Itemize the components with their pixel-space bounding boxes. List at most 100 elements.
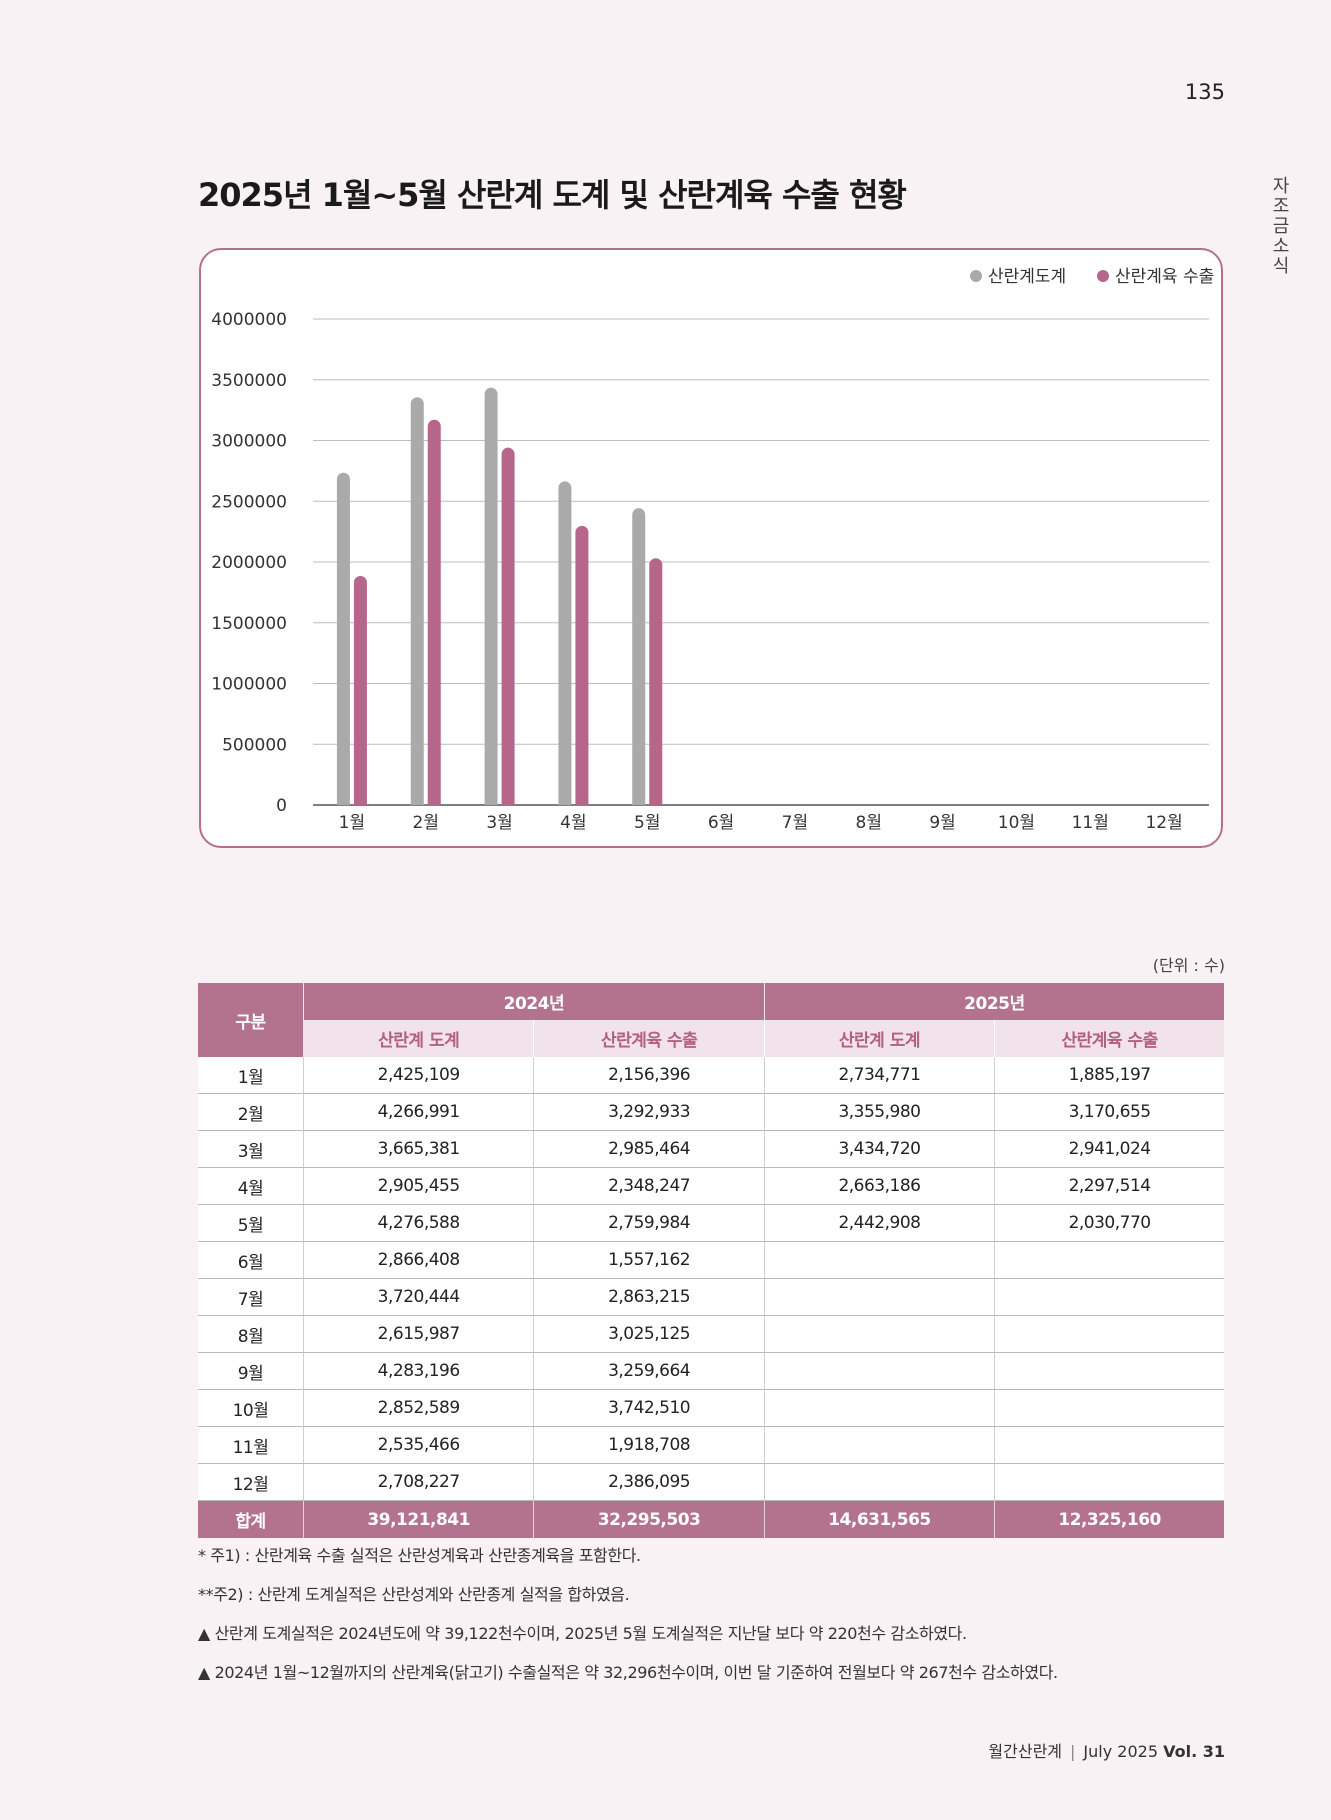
cell-v2024-export: 3,025,125 [533,1315,765,1353]
table-row: 9월 4,283,196 3,259,664 [198,1352,1224,1390]
cell-v2025-slaughter: 2,442,908 [764,1204,996,1242]
cell-month: 7월 [198,1278,304,1316]
cell-v2024-export: 3,742,510 [533,1389,765,1427]
subheader-2024-slaughter: 산란계 도계 [303,1020,535,1057]
note-1: * 주1) : 산란계육 수출 실적은 산란성계육과 산란종계육을 포함한다. [198,1546,641,1565]
bar-slaughter [632,508,646,805]
cell-v2025-export [994,1426,1224,1464]
cell-v2024-slaughter: 4,283,196 [303,1352,535,1390]
chart-container: 0 500000 1000000 1500000 2000000 2500000 30000… [199,248,1223,848]
table-row: 11월 2,535,466 1,918,708 [198,1426,1224,1464]
cell-v2024-export: 2,348,247 [533,1167,765,1205]
legend-label: 산란계도계 [988,267,1066,287]
cell-v2024-slaughter: 3,665,381 [303,1130,535,1168]
footer-magazine: 월간산란계 [988,1742,1063,1761]
cell-month: 3월 [198,1130,304,1168]
cell-v2024-slaughter: 2,425,109 [303,1057,535,1094]
header-gubun: 구분 [198,983,304,1057]
x-tick-label: 1월 [339,813,365,833]
chart-title: 2025년 1월~5월 산란계 도계 및 산란계육 수출 현황 [198,176,907,214]
subheader-2025-slaughter: 산란계 도계 [764,1020,996,1057]
bar-slaughter [484,387,498,805]
cell-month: 9월 [198,1352,304,1390]
subheader-2024-export: 산란계육 수출 [533,1020,765,1057]
total-2024-export: 32,295,503 [533,1500,765,1538]
notes: * 주1) : 산란계육 수출 실적은 산란성계육과 산란종계육을 포함한다. … [198,1545,1058,1701]
bar-export [353,575,367,805]
legend-marker [1097,270,1109,282]
cell-month: 1월 [198,1057,304,1094]
cell-v2024-export: 2,985,464 [533,1130,765,1168]
y-tick-label: 4000000 [211,310,287,330]
cell-month: 5월 [198,1204,304,1242]
bar-export [575,525,589,805]
total-label: 합계 [198,1500,304,1538]
cell-v2024-export: 1,918,708 [533,1426,765,1464]
table-row: 8월 2,615,987 3,025,125 [198,1315,1224,1353]
cell-v2024-export: 2,863,215 [533,1278,765,1316]
x-tick-label: 10월 [998,813,1035,833]
x-tick-label: 9월 [929,813,955,833]
cell-month: 8월 [198,1315,304,1353]
cell-month: 2월 [198,1093,304,1131]
table-row: 5월 4,276,588 2,759,984 2,442,908 2,030,770 [198,1204,1224,1242]
page-number: 135 [1184,80,1225,104]
cell-v2024-export: 1,557,162 [533,1241,765,1279]
cell-v2025-export: 2,030,770 [994,1204,1224,1242]
cell-v2025-export [994,1241,1224,1279]
table-row: 12월 2,708,227 2,386,095 [198,1463,1224,1501]
cell-v2024-slaughter: 2,708,227 [303,1463,535,1501]
cell-v2024-slaughter: 2,535,466 [303,1426,535,1464]
table-row: 6월 2,866,408 1,557,162 [198,1241,1224,1279]
total-2025-export: 12,325,160 [994,1500,1224,1538]
cell-v2025-slaughter [764,1278,996,1316]
table-row: 10월 2,852,589 3,742,510 [198,1389,1224,1427]
bar-slaughter [336,472,350,805]
data-table: 구분 2024년 2025년 산란계 도계 산란계육 수출 산란계 도계 산란계… [198,983,1224,1538]
cell-v2025-export: 2,297,514 [994,1167,1224,1205]
cell-month: 11월 [198,1426,304,1464]
cell-v2024-slaughter: 2,905,455 [303,1167,535,1205]
table-row: 1월 2,425,109 2,156,396 2,734,771 1,885,197 [198,1057,1224,1094]
cell-month: 4월 [198,1167,304,1205]
y-tick-label: 2500000 [211,492,287,512]
cell-v2024-slaughter: 3,720,444 [303,1278,535,1316]
cell-v2025-export: 2,941,024 [994,1130,1224,1168]
cell-v2025-export [994,1315,1224,1353]
bar-export [427,419,441,805]
section-side-label: 자조금소식 [1269,176,1290,276]
x-tick-label: 4월 [560,813,586,833]
x-tick-label: 3월 [486,813,512,833]
cell-v2025-export: 3,170,655 [994,1093,1224,1131]
footer-separator: | [1070,1742,1076,1761]
bar-slaughter [410,397,424,805]
cell-v2024-slaughter: 2,852,589 [303,1389,535,1427]
table-row: 4월 2,905,455 2,348,247 2,663,186 2,297,514 [198,1167,1224,1205]
legend-marker [970,270,982,282]
bar-export [649,558,663,805]
cell-v2025-export [994,1352,1224,1390]
table-row: 2월 4,266,991 3,292,933 3,355,980 3,170,655 [198,1093,1224,1131]
note-4: ▲ 2024년 1월~12월까지의 산란계육(닭고기) 수출실적은 약 32,2… [198,1663,1058,1682]
total-row: 합계 39,121,841 32,295,503 14,631,565 12,3… [198,1500,1224,1538]
cell-v2024-slaughter: 2,615,987 [303,1315,535,1353]
cell-v2025-slaughter: 3,355,980 [764,1093,996,1131]
y-tick-label: 2000000 [211,553,287,573]
cell-v2025-slaughter [764,1389,996,1427]
cell-v2024-export: 2,386,095 [533,1463,765,1501]
footer-volume: Vol. 31 [1163,1742,1225,1761]
note-3: ▲ 산란계 도계실적은 2024년도에 약 39,122천수이며, 2025년 … [198,1624,967,1643]
cell-v2025-slaughter [764,1241,996,1279]
table-row: 3월 3,665,381 2,985,464 3,434,720 2,941,024 [198,1130,1224,1168]
cell-month: 12월 [198,1463,304,1501]
x-tick-label: 12월 [1145,813,1182,833]
cell-v2025-slaughter: 3,434,720 [764,1130,996,1168]
total-2024-slaughter: 39,121,841 [303,1500,535,1538]
cell-v2025-slaughter: 2,734,771 [764,1057,996,1094]
cell-v2024-export: 2,759,984 [533,1204,765,1242]
cell-v2025-slaughter [764,1463,996,1501]
x-tick-label: 5월 [634,813,660,833]
cell-v2025-slaughter [764,1426,996,1464]
table-row: 7월 3,720,444 2,863,215 [198,1278,1224,1316]
x-tick-label: 11월 [1072,813,1109,833]
